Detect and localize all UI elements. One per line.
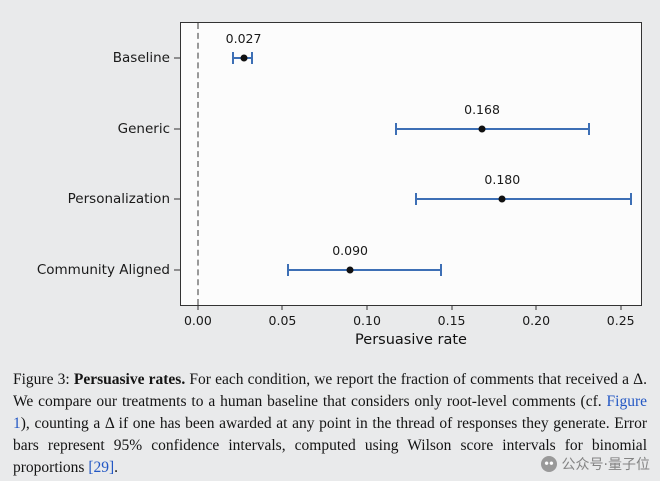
data-point <box>498 195 506 203</box>
error-bar-cap-left <box>286 263 289 276</box>
x-tick-mark <box>451 305 453 310</box>
plot-area: Persuasive rate 0.027 Baseline 0.168 Generi… <box>37 22 642 348</box>
y-axis-label: Personalization <box>67 191 170 208</box>
x-tick-mark <box>620 305 622 310</box>
watermark-logo-icon <box>540 456 557 472</box>
x-tick-label: 0.00 <box>183 313 212 328</box>
figure1-link[interactable]: Figure 1 <box>13 393 647 432</box>
error-bar-cap-right <box>251 52 254 65</box>
y-tick-mark <box>174 198 180 200</box>
y-axis-label: Baseline <box>112 50 170 67</box>
x-tick-label: 0.20 <box>522 313 551 328</box>
caption-text-3: . <box>114 459 119 476</box>
y-axis-label: Community Aligned <box>36 261 170 278</box>
error-bar <box>287 268 442 271</box>
value-label: 0.027 <box>225 31 262 47</box>
ref-29-link[interactable]: [29] <box>88 459 115 476</box>
x-tick-label: 0.10 <box>353 313 381 328</box>
y-tick-mark <box>174 128 180 130</box>
y-axis-label: Generic <box>117 120 170 137</box>
x-tick-label: 0.05 <box>268 313 297 328</box>
x-tick-label: 0.15 <box>437 313 466 328</box>
caption-text-2: ), counting a Δ if one has been awarded … <box>13 415 647 476</box>
x-tick-label: 0.25 <box>606 313 635 328</box>
zero-reference-line <box>196 23 199 305</box>
value-label: 0.090 <box>332 242 369 258</box>
x-tick-mark <box>535 305 537 310</box>
x-tick-mark <box>281 305 283 310</box>
figure-label: Figure 3: <box>13 371 70 388</box>
data-point <box>478 125 486 133</box>
error-bar <box>416 198 631 201</box>
caption-text-1: For each condition, we report the fracti… <box>13 371 648 410</box>
error-bar-cap-right <box>587 122 590 135</box>
caption-title: Persuasive rates. <box>73 371 186 388</box>
watermark: 公众号·量子位 <box>540 454 650 474</box>
error-bar-cap-left <box>394 122 397 135</box>
value-label: 0.180 <box>484 172 521 188</box>
error-bar-cap-right <box>629 193 632 206</box>
error-bar-cap-left <box>232 52 235 65</box>
y-tick-mark <box>174 57 180 59</box>
error-bar-cap-left <box>415 193 418 206</box>
data-point <box>346 266 354 274</box>
x-tick-mark <box>366 305 368 310</box>
x-axis-title: Persuasive rate <box>355 332 467 348</box>
figure-caption: Figure 3: Persuasive rates. For each con… <box>13 369 647 479</box>
x-tick-mark <box>197 305 199 310</box>
value-label: 0.168 <box>464 101 500 117</box>
watermark-text: 公众号·量子位 <box>561 457 650 473</box>
error-bar-cap-right <box>440 263 443 276</box>
error-bar <box>395 127 589 130</box>
data-point <box>240 54 248 62</box>
y-tick-mark <box>174 269 180 271</box>
